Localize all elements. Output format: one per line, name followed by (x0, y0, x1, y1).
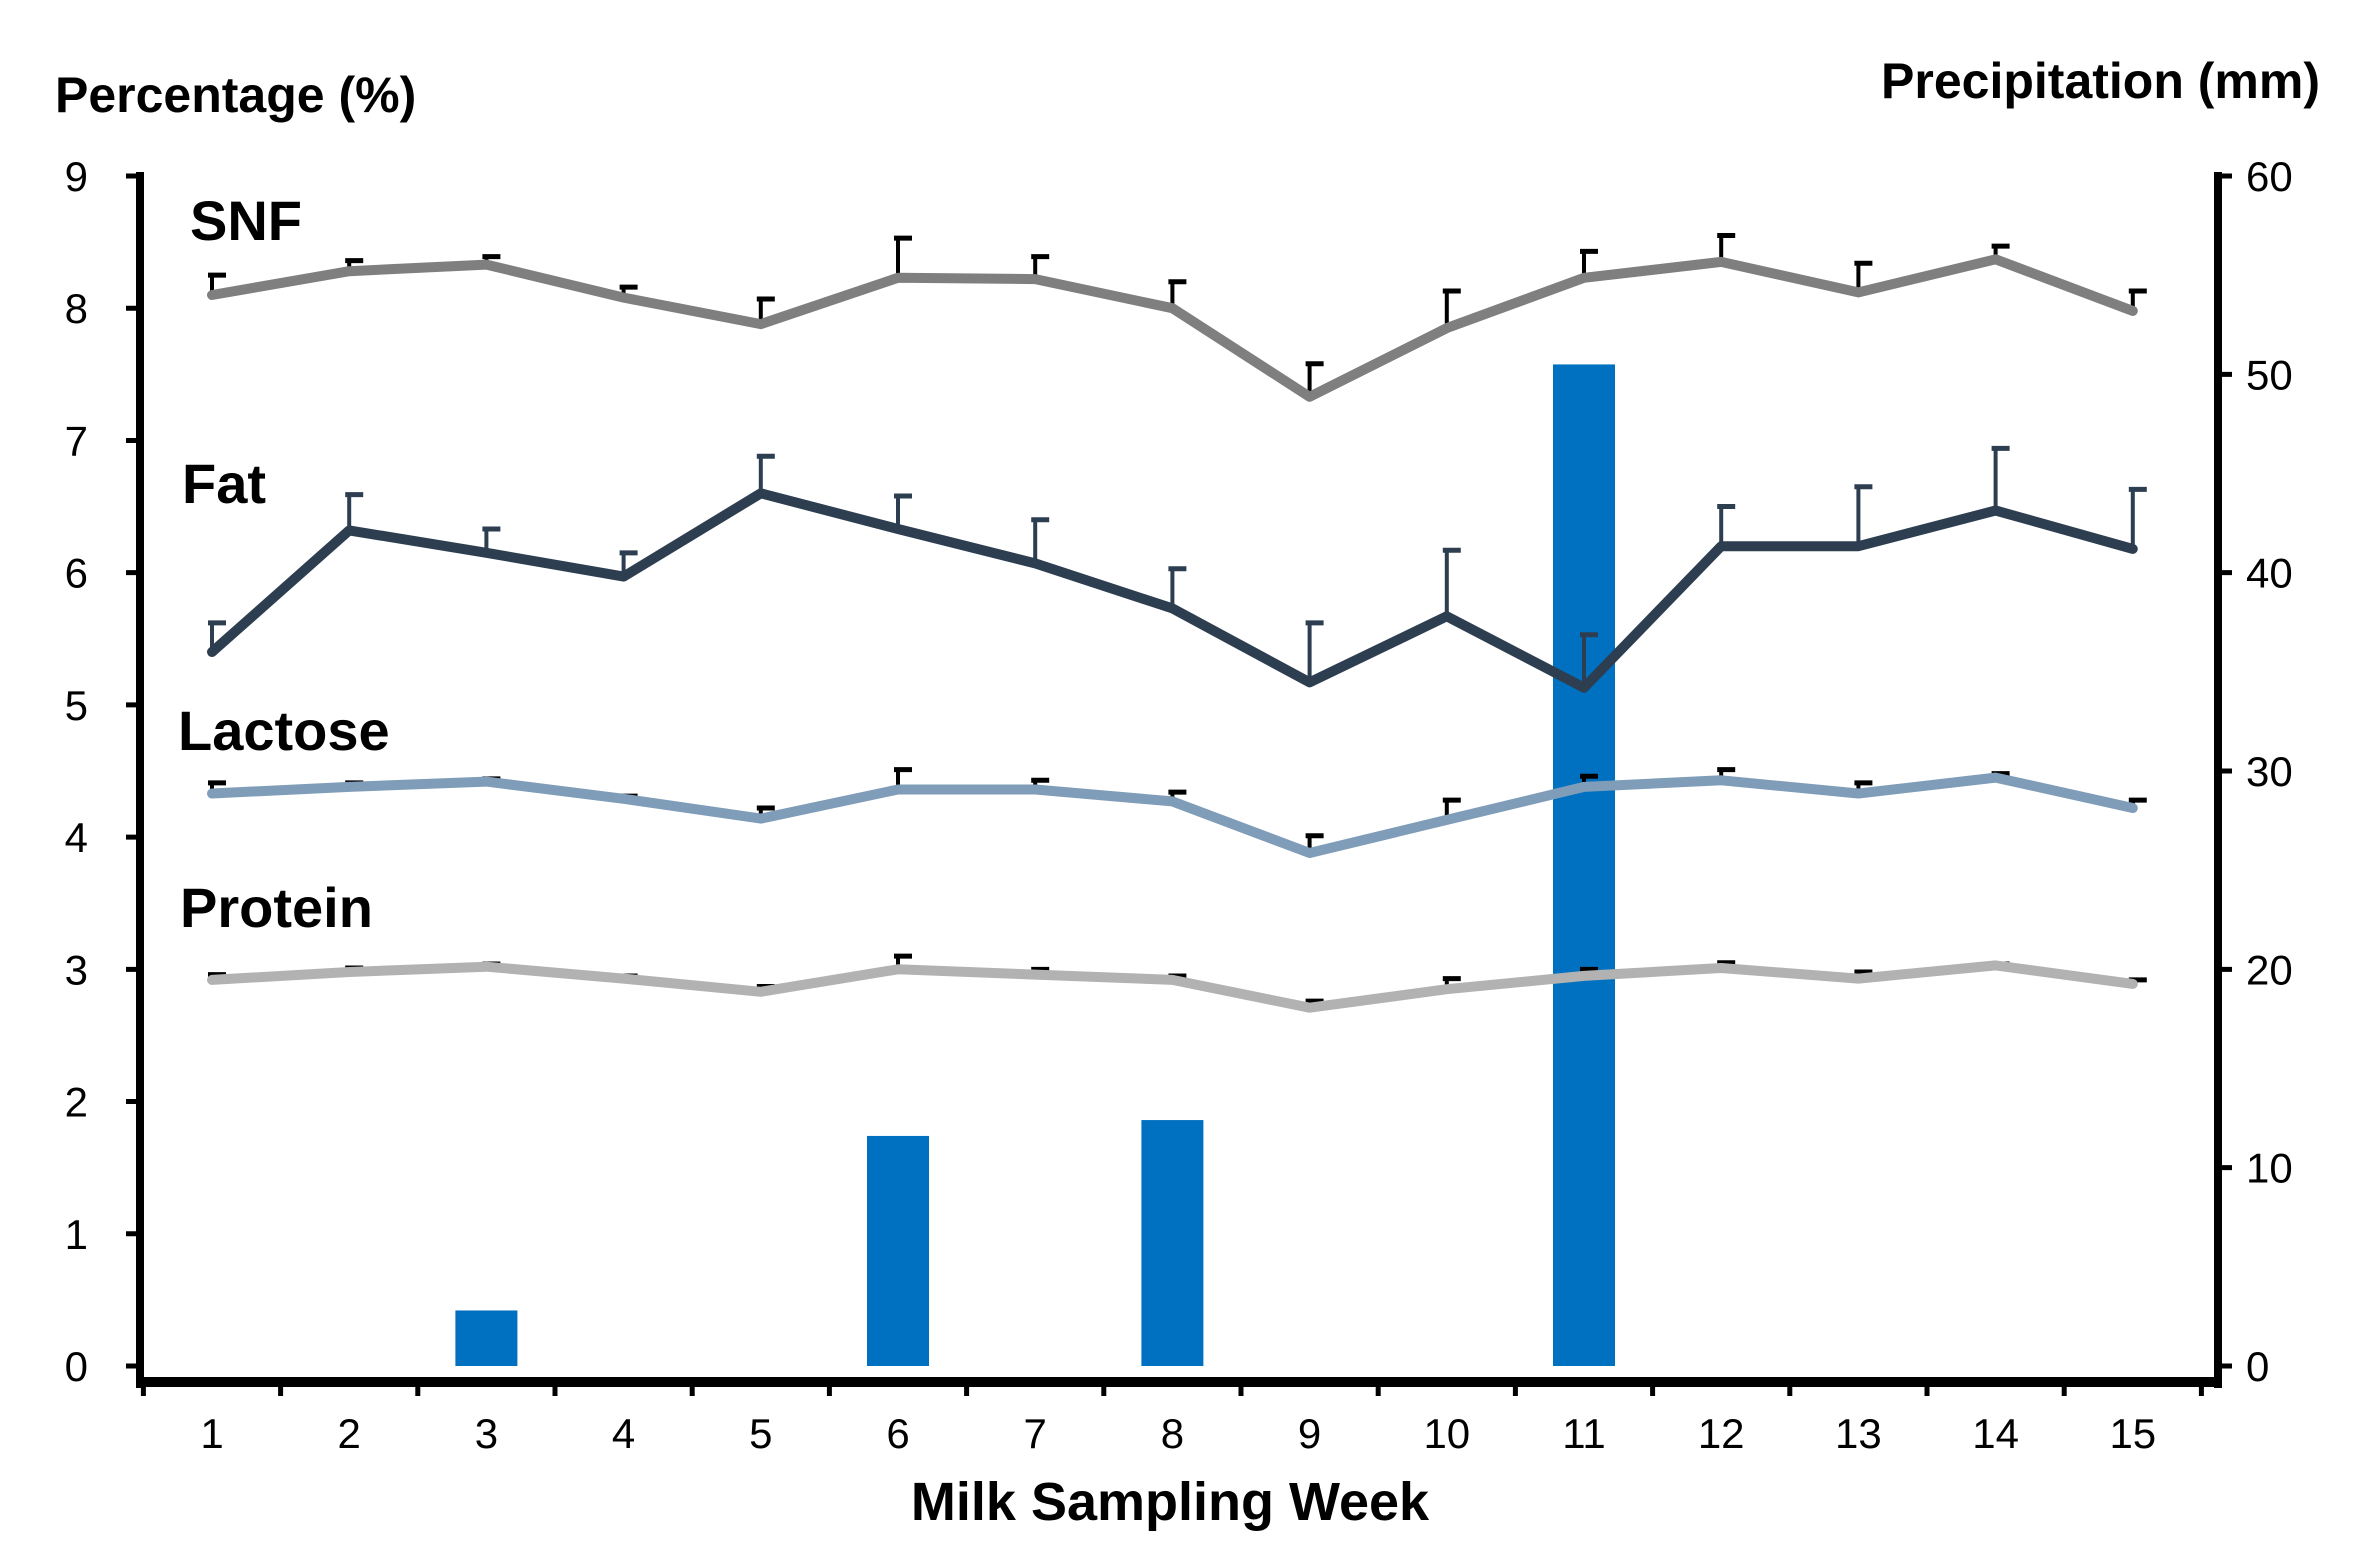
x-tick-label: 14 (1972, 1410, 2019, 1457)
left-tick-label: 1 (65, 1211, 88, 1258)
x-tick-label: 3 (475, 1410, 498, 1457)
left-axis-title: Percentage (%) (55, 67, 416, 123)
precipitation-bar-week-11 (1553, 364, 1615, 1367)
lactose-line (207, 772, 2138, 858)
right-tick-label: 60 (2246, 153, 2293, 200)
precipitation-bar-week-3 (455, 1310, 518, 1366)
snf-label: SNF (190, 189, 302, 252)
snf-line (207, 254, 2138, 402)
left-tick-label: 7 (65, 417, 88, 464)
lactose-label: Lactose (178, 699, 390, 762)
protein-label: Protein (180, 876, 373, 939)
right-axis-title: Precipitation (mm) (1881, 53, 2320, 109)
series-lines (207, 254, 2138, 1013)
left-tick-label: 4 (65, 814, 88, 861)
x-tick-label: 11 (1562, 1410, 1606, 1457)
right-tick-label: 50 (2246, 351, 2293, 398)
precipitation-bar-week-6 (867, 1135, 929, 1366)
right-tick-label: 10 (2246, 1145, 2293, 1192)
left-tick-label: 9 (65, 153, 88, 200)
fat-label: Fat (182, 452, 266, 515)
left-tick-label: 6 (65, 550, 88, 597)
protein-line (207, 960, 2138, 1013)
left-tick-label: 0 (65, 1343, 88, 1390)
x-tick-label: 8 (1161, 1410, 1184, 1457)
x-tick-label: 9 (1298, 1410, 1321, 1457)
left-tick-label: 2 (65, 1079, 88, 1126)
left-tick-label: 3 (65, 946, 88, 993)
x-tick-label: 2 (338, 1410, 361, 1457)
series-labels: SNF Fat Lactose Protein (178, 189, 390, 939)
precipitation-bars (455, 364, 1615, 1367)
x-tick-label: 10 (1423, 1410, 1470, 1457)
x-tick-label: 6 (886, 1410, 909, 1457)
x-tick-label: 7 (1024, 1410, 1047, 1457)
x-tick-label: 12 (1698, 1410, 1745, 1457)
x-axis-title: Milk Sampling Week (911, 1472, 1430, 1532)
x-tick-label: 1 (200, 1410, 223, 1457)
x-tick-label: 15 (2109, 1410, 2156, 1457)
right-tick-label: 0 (2246, 1343, 2269, 1390)
error-bars (208, 233, 2147, 1008)
left-tick-label: 8 (65, 285, 88, 332)
fat-line (207, 488, 2138, 693)
right-tick-label: 30 (2246, 748, 2293, 795)
x-tick-label: 13 (1835, 1410, 1882, 1457)
left-tick-label: 5 (65, 682, 88, 729)
precipitation-bar-week-8 (1141, 1120, 1204, 1366)
x-tick-label: 5 (749, 1410, 772, 1457)
right-tick-label: 20 (2246, 946, 2293, 993)
x-tick-label: 4 (612, 1410, 635, 1457)
right-tick-label: 40 (2246, 550, 2293, 597)
